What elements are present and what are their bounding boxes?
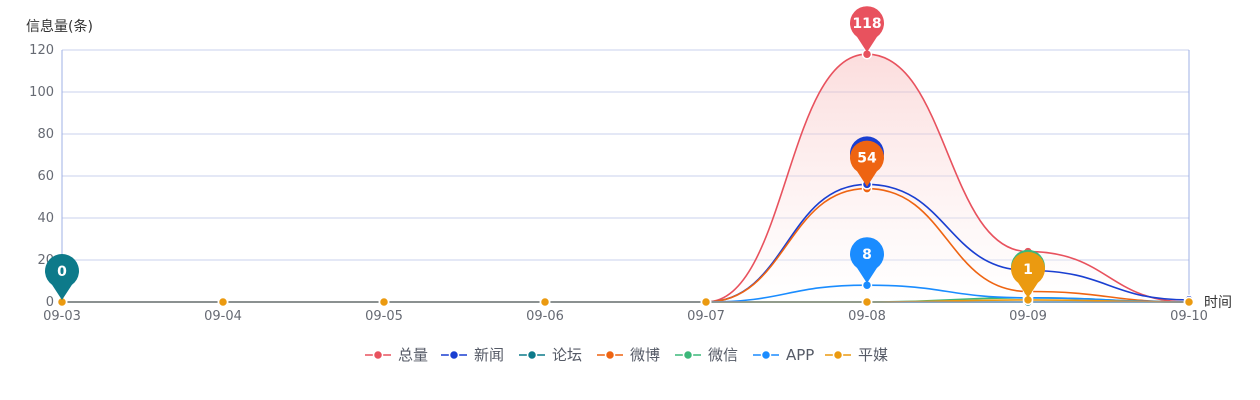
x-tick-label: 09-09: [1009, 309, 1047, 324]
y-tick-label: 60: [37, 169, 54, 184]
legend-label: 新闻: [474, 346, 504, 364]
legend-item-微博[interactable]: 微博: [597, 346, 660, 364]
legend-label: 微博: [630, 346, 660, 364]
legend-item-微信[interactable]: 微信: [675, 346, 738, 364]
series-points: [56, 48, 1195, 308]
legend-symbol: [604, 349, 616, 361]
legend-symbol: [832, 349, 844, 361]
area-fill-总量: [62, 54, 1189, 303]
marker-pin-label: 118: [852, 16, 881, 32]
x-tick-label: 09-05: [365, 309, 403, 324]
marker-pin-总量[interactable]: 118: [849, 6, 884, 53]
marker-pin-shape: [44, 253, 79, 300]
data-point-平媒[interactable]: [1183, 296, 1195, 308]
x-tick-label: 09-04: [204, 309, 242, 324]
x-tick-label: 09-08: [848, 309, 886, 324]
legend-item-总量[interactable]: 总量: [365, 346, 428, 364]
data-point-平媒[interactable]: [861, 296, 873, 308]
marker-pin-shape: [849, 237, 884, 284]
legend-item-新闻[interactable]: 新闻: [441, 346, 504, 364]
legend-symbol: [372, 349, 384, 361]
y-tick-label: 0: [46, 295, 54, 310]
x-tick-label: 09-10: [1170, 309, 1208, 324]
area-layer: [62, 54, 1189, 303]
x-tick-label: 09-03: [43, 309, 81, 324]
marker-pin-shape: [849, 6, 884, 53]
y-axis-title: 信息量(条): [26, 18, 93, 35]
marker-pin-label: 1: [1023, 262, 1033, 278]
marker-pin-微博[interactable]: 54: [849, 140, 884, 187]
legend-label: APP: [786, 346, 814, 364]
marker-pin-APP[interactable]: 8: [849, 237, 884, 284]
marker-pin-label: 8: [862, 247, 872, 263]
x-tick-label: 09-07: [687, 309, 725, 324]
legend: 总量 新闻 论坛 微博 微信 APP 平媒: [365, 346, 888, 364]
grid: [62, 49, 1189, 303]
y-tick-label: 120: [29, 43, 54, 58]
marker-pin-平媒[interactable]: 1: [1011, 251, 1045, 298]
marker-pin-论坛[interactable]: 0: [44, 253, 79, 300]
y-tick-label: 80: [37, 127, 54, 142]
legend-label: 微信: [708, 346, 738, 364]
legend-symbol: [682, 349, 694, 361]
marker-pin-label: 0: [57, 264, 67, 280]
legend-symbol: [760, 349, 772, 361]
legend-item-APP[interactable]: APP: [753, 346, 814, 364]
legend-symbol: [526, 349, 538, 361]
data-point-平媒[interactable]: [378, 296, 390, 308]
legend-item-论坛[interactable]: 论坛: [519, 346, 582, 364]
legend-item-平媒[interactable]: 平媒: [825, 346, 888, 364]
marker-pin-shape: [849, 140, 884, 187]
legend-label: 总量: [398, 346, 428, 364]
x-axis-title: 时间: [1204, 295, 1232, 311]
legend-symbol: [448, 349, 460, 361]
legend-label: 论坛: [552, 346, 582, 364]
marker-pin-label: 54: [857, 151, 877, 167]
data-point-平媒[interactable]: [217, 296, 229, 308]
marker-pin-shape: [1011, 251, 1045, 298]
legend-label: 平媒: [858, 346, 888, 364]
data-point-平媒[interactable]: [539, 296, 551, 308]
y-tick-label: 40: [37, 211, 54, 226]
x-tick-label: 09-06: [526, 309, 564, 324]
data-point-平媒[interactable]: [700, 296, 712, 308]
marker-pins: 118 54 8 0 1: [44, 6, 1045, 300]
y-tick-label: 100: [29, 85, 54, 100]
